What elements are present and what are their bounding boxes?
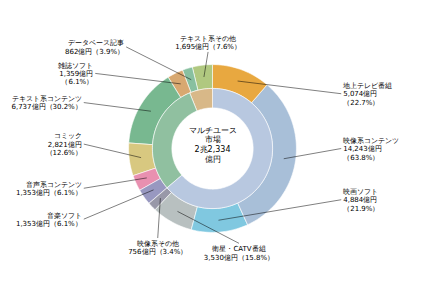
svg-text:テキスト系その他1,695億円（7.6%）: テキスト系その他1,695億円（7.6%） [175, 35, 241, 51]
svg-text:音楽ソフト1,353億円（6.1%）: 音楽ソフト1,353億円（6.1%） [16, 212, 82, 228]
svg-text:テキスト系コンテンツ6,737億円（30.2%）: テキスト系コンテンツ6,737億円（30.2%） [11, 95, 81, 111]
svg-text:音声系コンテンツ1,353億円（6.1%）: 音声系コンテンツ1,353億円（6.1%） [16, 181, 82, 197]
svg-text:映像系その他756億円（3.4%）: 映像系その他756億円（3.4%） [128, 240, 187, 256]
svg-text:データベース記事862億円（3.9%）: データベース記事862億円（3.9%） [65, 39, 124, 55]
svg-text:マルチユース市場2兆2,334億円: マルチユース市場2兆2,334億円 [189, 126, 237, 164]
svg-text:映像系コンテンツ14,243億円（63.8%）: 映像系コンテンツ14,243億円（63.8%） [343, 137, 399, 162]
svg-text:地上テレビ番組5,074億円（22.7%）: 地上テレビ番組5,074億円（22.7%） [342, 82, 392, 107]
svg-text:映画ソフト4,884億円（21.9%）: 映画ソフト4,884億円（21.9%） [343, 188, 379, 213]
svg-text:コミック2,821億円（12.6%）: コミック2,821億円（12.6%） [46, 132, 82, 157]
svg-text:衛星・CATV番組3,530億円（15.8%）: 衛星・CATV番組3,530億円（15.8%） [204, 245, 274, 261]
svg-text:雑誌ソフト1,359億円（6.1%）: 雑誌ソフト1,359億円（6.1%） [58, 62, 93, 87]
